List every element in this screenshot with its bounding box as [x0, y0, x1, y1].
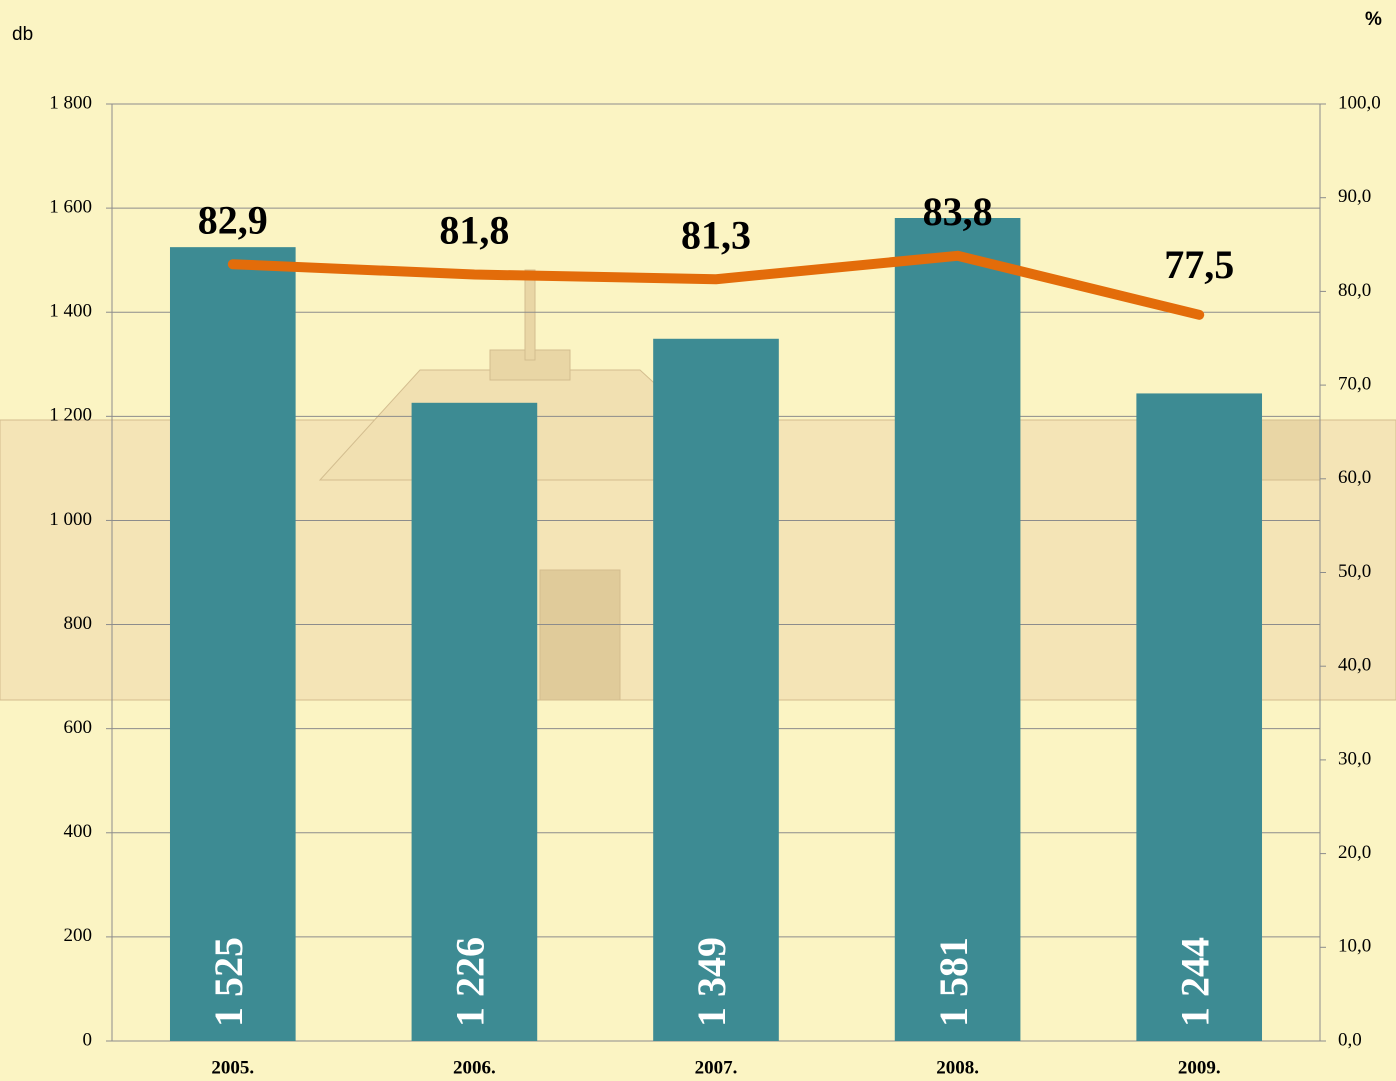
y-tick-label: 1 800 — [49, 92, 92, 113]
y2-tick-label: 0,0 — [1338, 1029, 1362, 1050]
line-value-label: 81,3 — [681, 212, 751, 257]
bar — [411, 402, 538, 1041]
y-tick-label: 400 — [64, 821, 93, 842]
y-tick-label: 1 600 — [49, 196, 92, 217]
bar-value-label: 1 525 — [206, 937, 251, 1027]
bar-value-label: 1 581 — [931, 937, 976, 1027]
y2-tick-label: 60,0 — [1338, 467, 1371, 488]
bar — [1136, 393, 1263, 1041]
x-tick-label: 2005. — [211, 1057, 254, 1078]
y-tick-label: 1 000 — [49, 509, 92, 530]
y-tick-label: 1 400 — [49, 301, 92, 322]
bar-value-label: 1 226 — [448, 937, 493, 1027]
line-value-label: 77,5 — [1164, 242, 1234, 287]
y2-axis-label: % — [1365, 9, 1382, 30]
bar — [894, 218, 1021, 1042]
y-tick-label: 0 — [83, 1029, 93, 1050]
line-value-label: 83,8 — [923, 189, 993, 234]
line-value-label: 82,9 — [198, 197, 268, 242]
x-tick-label: 2006. — [453, 1057, 496, 1078]
bar — [653, 338, 779, 1041]
y2-tick-label: 80,0 — [1338, 280, 1371, 301]
y2-tick-label: 100,0 — [1338, 92, 1381, 113]
y2-tick-label: 20,0 — [1338, 842, 1371, 863]
y2-tick-label: 70,0 — [1338, 373, 1371, 394]
y-tick-label: 600 — [64, 717, 93, 738]
y-tick-label: 1 200 — [49, 405, 92, 426]
y2-tick-label: 40,0 — [1338, 655, 1371, 676]
bar — [169, 247, 296, 1041]
y-tick-label: 200 — [64, 925, 93, 946]
x-tick-label: 2008. — [936, 1057, 979, 1078]
y2-tick-label: 50,0 — [1338, 561, 1371, 582]
y2-tick-label: 90,0 — [1338, 186, 1371, 207]
bar-value-label: 1 349 — [689, 937, 734, 1027]
y-tick-label: 800 — [64, 613, 93, 634]
x-tick-label: 2009. — [1178, 1057, 1221, 1078]
line-value-label: 81,8 — [439, 208, 509, 253]
y2-tick-label: 30,0 — [1338, 748, 1371, 769]
x-tick-label: 2007. — [695, 1057, 738, 1078]
bar-value-label: 1 244 — [1172, 937, 1217, 1027]
line — [227, 250, 1205, 320]
y-axis-label: db — [12, 24, 33, 45]
y2-tick-label: 10,0 — [1338, 936, 1371, 957]
